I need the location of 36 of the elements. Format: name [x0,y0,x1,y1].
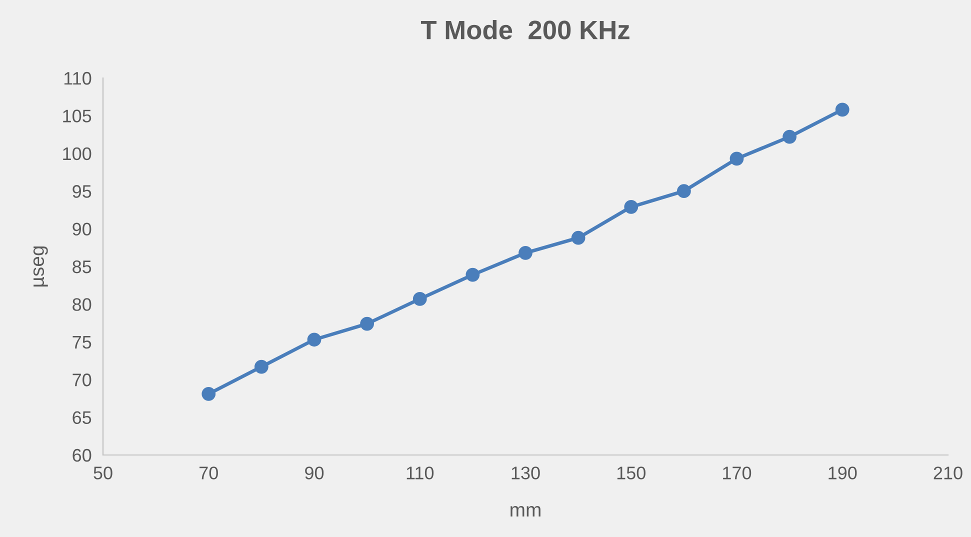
point [730,152,744,166]
y-tick-label: 90 [72,222,92,236]
y-tick-label: 100 [63,147,92,160]
y-tick-label: 85 [72,260,92,274]
point [518,246,532,260]
x-tick-label: 110 [406,466,434,480]
x-tick-label: 190 [828,466,857,480]
y-tick-label: 80 [72,298,92,311]
point [360,316,374,331]
chart-title: T Mode 200 KHz [420,20,630,40]
x-tick-label: 90 [305,466,324,480]
point [624,200,638,214]
point [782,130,797,144]
x-tick-label: 50 [94,466,112,480]
y-tick-label: 105 [63,110,92,122]
point [412,292,427,306]
point [466,268,480,282]
y-tick-label: 60 [72,448,92,462]
x-tick-label: 70 [200,466,218,480]
point [571,230,586,245]
x-tick-label: 130 [512,466,540,480]
y-tick-label: 110 [64,72,92,85]
point [307,332,322,347]
point [254,360,268,374]
y-tick-label: 95 [72,185,92,198]
x-tick-label: 150 [617,466,646,480]
y-tick-label: 70 [72,374,92,386]
point [835,102,850,117]
point [202,386,216,401]
y-tick-label: 75 [72,336,92,349]
x-axis-title: mm [510,506,540,516]
point [676,184,691,198]
y-tick-label: 65 [72,411,92,424]
x-tick-label: 170 [723,466,752,480]
y-axis-title: µseg [33,246,48,286]
x-tick-label: 210 [934,466,962,480]
